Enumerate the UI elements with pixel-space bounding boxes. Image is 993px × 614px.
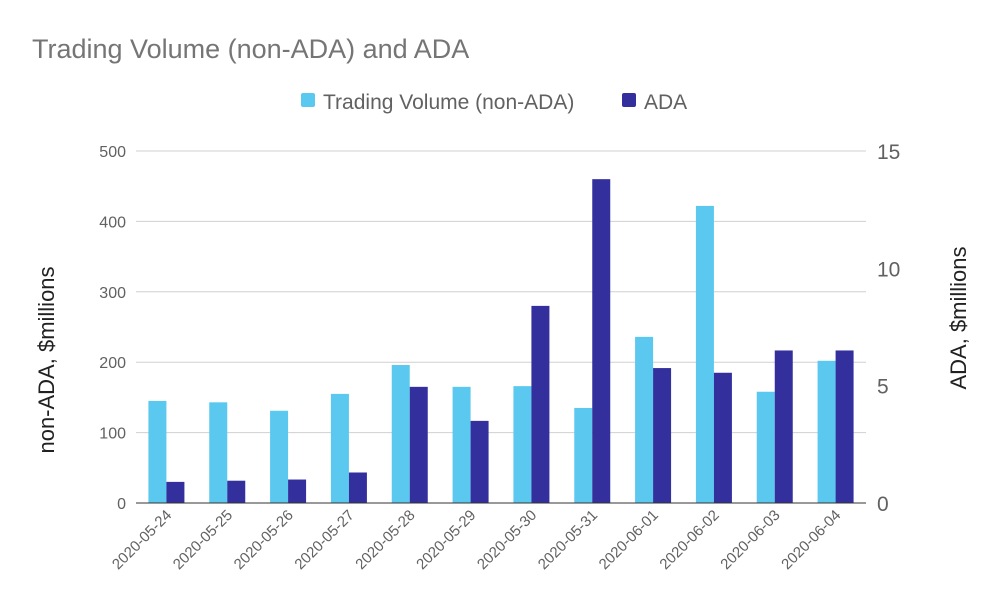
x-tick-label: 2020-05-30 xyxy=(474,507,540,573)
chart-title: Trading Volume (non-ADA) and ADA xyxy=(32,34,469,64)
bar-volume xyxy=(452,386,471,503)
left-axis-title: non-ADA, $millions xyxy=(34,266,59,453)
bar-volume xyxy=(513,386,532,503)
x-tick-label: 2020-06-04 xyxy=(778,507,844,573)
x-tick-label: 2020-05-24 xyxy=(109,507,175,573)
x-tick-label: 2020-06-02 xyxy=(656,507,722,573)
bar-volume xyxy=(391,365,410,503)
left-tick-label: 400 xyxy=(99,214,126,231)
bar-volume xyxy=(330,393,349,503)
left-axis-ticks: 0 100 200 300 400 500 xyxy=(99,144,126,513)
bar-volume xyxy=(148,400,167,503)
bars xyxy=(148,179,854,504)
bar-ada xyxy=(348,472,367,503)
legend-swatch-volume xyxy=(301,93,315,107)
bar-volume xyxy=(695,205,714,504)
bar-volume xyxy=(635,336,654,503)
bar-ada xyxy=(288,479,307,503)
bar-ada xyxy=(774,350,793,503)
right-axis-title: ADA, $millions xyxy=(946,246,971,389)
bar-ada xyxy=(713,372,732,503)
bar-volume xyxy=(817,360,836,503)
bar-volume xyxy=(209,402,228,503)
bar-ada xyxy=(653,368,672,503)
bar-ada xyxy=(166,481,185,503)
legend-label-volume: Trading Volume (non-ADA) xyxy=(323,91,574,114)
x-tick-label: 2020-05-27 xyxy=(291,507,357,573)
bar-volume xyxy=(270,410,289,503)
bar-ada xyxy=(592,179,611,503)
bar-ada xyxy=(409,386,428,503)
x-tick-label: 2020-05-28 xyxy=(352,507,418,573)
gridlines xyxy=(136,150,866,434)
x-tick-label: 2020-05-29 xyxy=(413,507,479,573)
right-tick-label: 0 xyxy=(877,493,889,516)
right-tick-label: 5 xyxy=(877,376,889,399)
bar-ada xyxy=(227,480,246,503)
legend: Trading Volume (non-ADA) ADA xyxy=(301,91,687,114)
bar-volume xyxy=(756,391,775,503)
x-tick-label: 2020-06-01 xyxy=(596,507,662,573)
right-tick-label: 10 xyxy=(877,258,900,281)
bar-volume xyxy=(574,407,593,503)
bar-ada xyxy=(835,350,854,503)
left-tick-label: 300 xyxy=(99,285,126,302)
x-tick-label: 2020-05-31 xyxy=(535,507,601,573)
right-axis-ticks: 0 5 10 15 xyxy=(877,141,900,516)
left-tick-label: 500 xyxy=(99,144,126,161)
x-tick-label: 2020-06-03 xyxy=(717,507,783,573)
bar-ada xyxy=(531,305,550,503)
left-tick-label: 200 xyxy=(99,355,126,372)
left-tick-label: 0 xyxy=(117,496,126,513)
x-axis-ticks: 2020-05-242020-05-252020-05-262020-05-27… xyxy=(109,507,844,573)
right-tick-label: 15 xyxy=(877,141,900,164)
legend-swatch-ada xyxy=(622,93,636,107)
bar-ada xyxy=(470,420,489,503)
x-tick-label: 2020-05-25 xyxy=(170,507,236,573)
left-tick-label: 100 xyxy=(99,426,126,443)
x-tick-label: 2020-05-26 xyxy=(231,507,297,573)
legend-label-ada: ADA xyxy=(644,91,687,114)
